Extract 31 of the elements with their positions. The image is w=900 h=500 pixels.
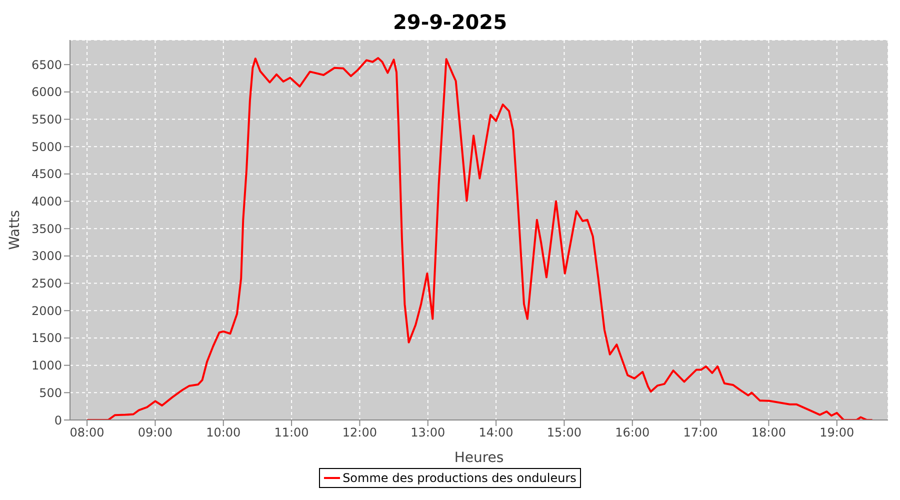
x-tick-label: 13:00 [410, 426, 446, 440]
x-tick-label: 09:00 [138, 426, 173, 440]
x-tick-label: 19:00 [820, 426, 854, 440]
y-axis-title: Watts [6, 210, 23, 250]
x-tick-label: 08:00 [70, 426, 104, 440]
x-tick-label: 11:00 [274, 426, 309, 440]
line-series [86, 57, 874, 420]
y-tick-label: 500 [39, 386, 62, 400]
x-tick-label: 15:00 [546, 426, 582, 440]
x-tick-label: 12:00 [342, 426, 378, 440]
y-tick-label: 3000 [31, 249, 62, 264]
y-tick-label: 5500 [31, 112, 62, 127]
y-tick-label: 1500 [31, 331, 62, 346]
y-tick-label: 2000 [31, 304, 62, 318]
y-tick-label: 6000 [31, 85, 62, 100]
x-tick-label: 14:00 [478, 426, 514, 440]
y-tick-label: 0 [54, 413, 62, 428]
x-tick-label: 10:00 [206, 426, 241, 440]
y-tick-label: 1000 [31, 358, 62, 373]
legend-label: Somme des productions des onduleurs [342, 471, 576, 485]
x-axis-title: Heures [454, 450, 504, 466]
y-tick-label: 2500 [31, 276, 62, 291]
x-tick-label: 16:00 [615, 426, 650, 440]
y-tick-label: 4500 [31, 167, 62, 182]
chart-title: 29-9-2025 [392, 9, 508, 36]
y-tick-label: 5000 [31, 140, 62, 154]
y-tick-label: 4000 [31, 194, 62, 209]
x-tick-label: 18:00 [751, 426, 786, 440]
x-tick-label: 17:00 [683, 426, 718, 440]
y-tick-label: 6500 [31, 58, 62, 72]
y-tick-label: 3500 [31, 222, 62, 236]
